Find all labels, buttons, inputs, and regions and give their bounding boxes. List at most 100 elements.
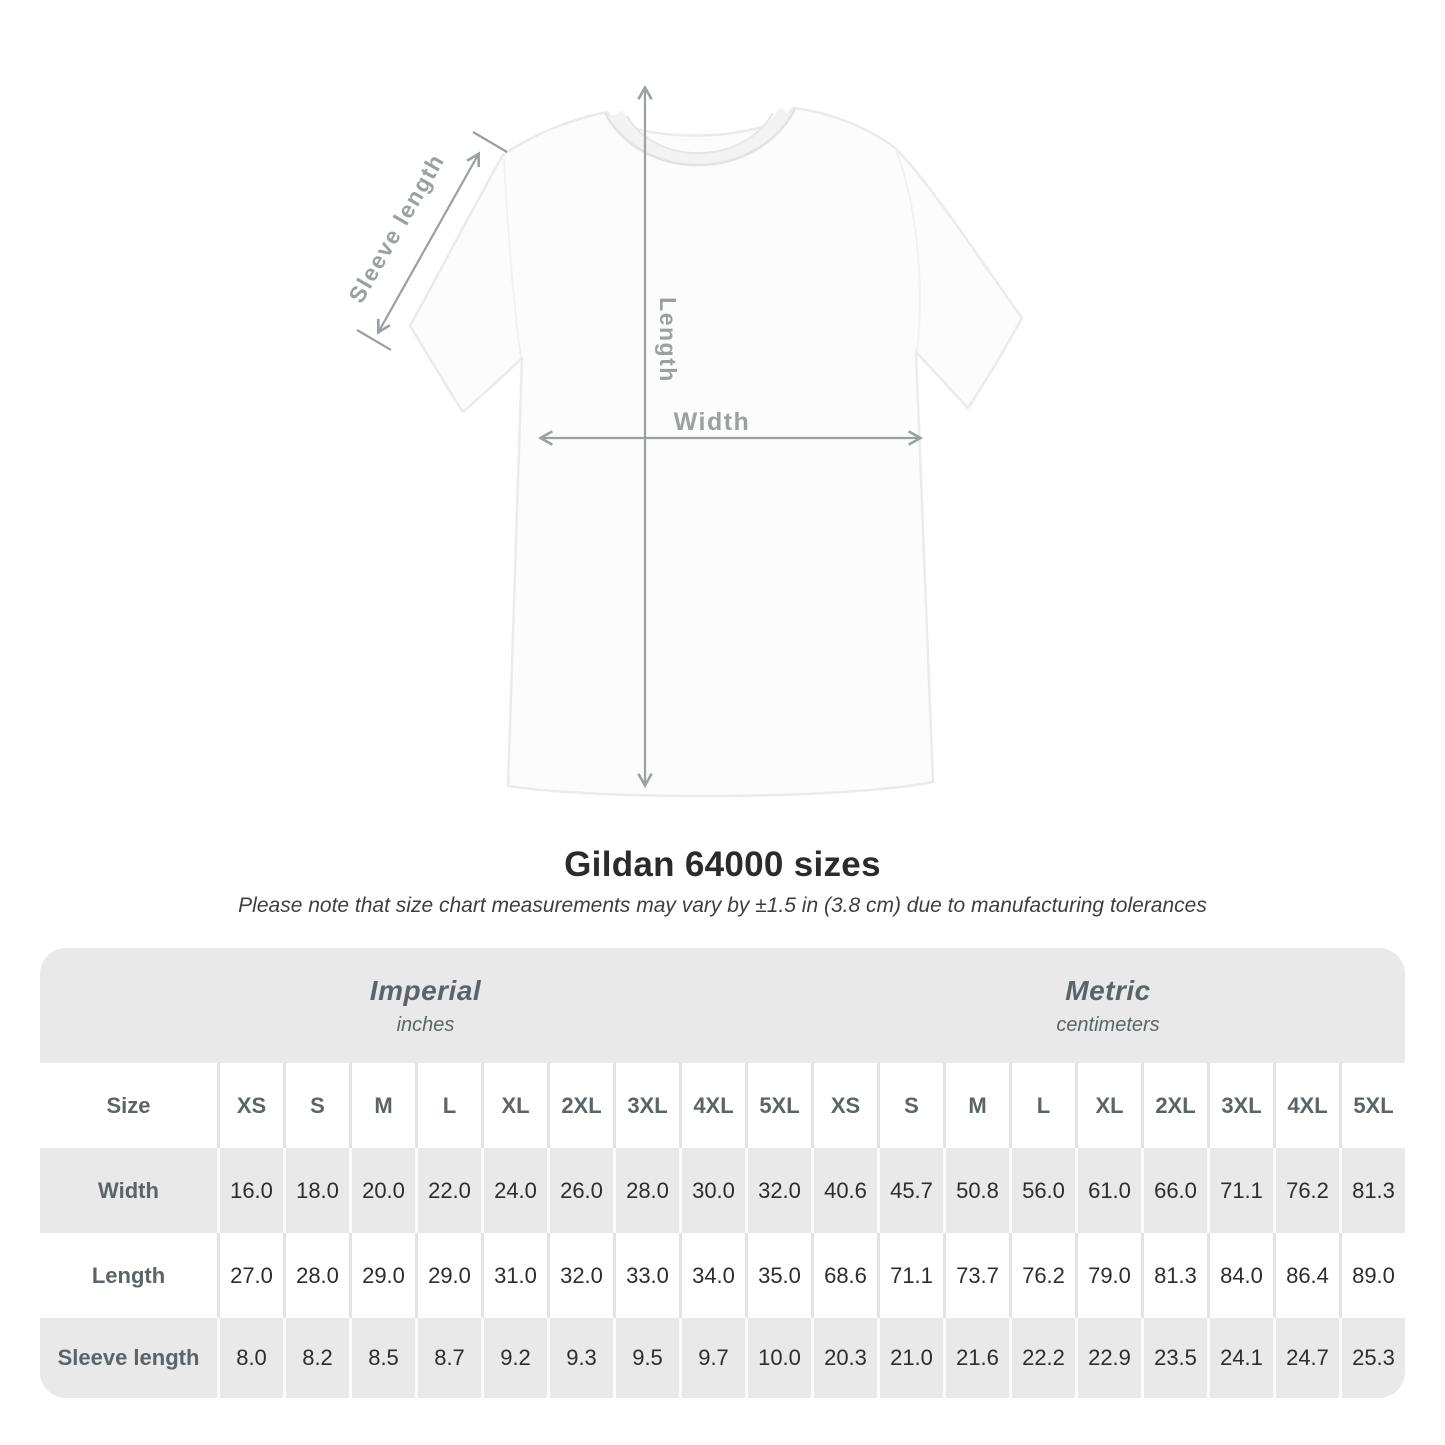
value-cell: 9.2 xyxy=(481,1318,547,1398)
value-cell: 24.0 xyxy=(481,1148,547,1233)
column-header: 4XL xyxy=(679,1063,745,1148)
value-cell: 29.0 xyxy=(415,1233,481,1318)
size-corner-header: Size xyxy=(106,1092,151,1118)
column-header: 5XL xyxy=(1339,1063,1405,1148)
metric-section-header: Metric centimeters xyxy=(811,948,1405,1063)
value-cell: 29.0 xyxy=(349,1233,415,1318)
value-cell: 28.0 xyxy=(613,1148,679,1233)
value-cell: 84.0 xyxy=(1207,1233,1273,1318)
value-cell: 23.5 xyxy=(1141,1318,1207,1398)
column-header: S xyxy=(283,1063,349,1148)
value-cell: 8.2 xyxy=(283,1318,349,1398)
value-cell: 24.7 xyxy=(1273,1318,1339,1398)
value-cell: 35.0 xyxy=(745,1233,811,1318)
imperial-section-header: Imperial inches xyxy=(40,948,811,1063)
value-cell: 71.1 xyxy=(1207,1148,1273,1233)
value-cell: 86.4 xyxy=(1273,1233,1339,1318)
value-cell: 31.0 xyxy=(481,1233,547,1318)
length-dimension-label: Length xyxy=(655,297,681,383)
column-header: XS xyxy=(811,1063,877,1148)
value-cell: 27.0 xyxy=(217,1233,283,1318)
page-title: Gildan 64000 sizes xyxy=(564,845,881,884)
value-cell: 22.9 xyxy=(1075,1318,1141,1398)
value-cell: 32.0 xyxy=(745,1148,811,1233)
column-header: XL xyxy=(1075,1063,1141,1148)
value-cell: 20.3 xyxy=(811,1318,877,1398)
sleeve-arrow xyxy=(376,151,481,335)
size-table: Imperial inches Metric centimeters Size … xyxy=(40,948,1405,1398)
value-cell: 30.0 xyxy=(679,1148,745,1233)
value-cell: 45.7 xyxy=(877,1148,943,1233)
value-cell: 8.5 xyxy=(349,1318,415,1398)
sleeve-arrow-bottom-cap xyxy=(356,329,392,351)
value-cell: 9.5 xyxy=(613,1318,679,1398)
table-row-sleeve-length: Sleeve length 8.0 8.2 8.5 8.7 9.2 9.3 9.… xyxy=(40,1318,1405,1398)
value-cell: 9.7 xyxy=(679,1318,745,1398)
column-header: 5XL xyxy=(745,1063,811,1148)
value-cell: 16.0 xyxy=(217,1148,283,1233)
metric-unit: centimeters xyxy=(1056,1013,1160,1036)
column-header: 2XL xyxy=(547,1063,613,1148)
value-cell: 21.6 xyxy=(943,1318,1009,1398)
value-cell: 76.2 xyxy=(1273,1148,1339,1233)
collar-outer-seam xyxy=(603,108,797,167)
dimension-arrows xyxy=(356,84,924,789)
value-cell: 18.0 xyxy=(283,1148,349,1233)
value-cell: 22.2 xyxy=(1009,1318,1075,1398)
value-cell: 71.1 xyxy=(877,1233,943,1318)
column-header: XS xyxy=(217,1063,283,1148)
column-header: S xyxy=(877,1063,943,1148)
collar-band xyxy=(609,107,792,167)
value-cell: 28.0 xyxy=(283,1233,349,1318)
row-label: Sleeve length xyxy=(57,1345,200,1370)
value-cell: 79.0 xyxy=(1075,1233,1141,1318)
tshirt-body xyxy=(408,106,1024,798)
value-cell: 32.0 xyxy=(547,1233,613,1318)
value-cell: 9.3 xyxy=(547,1318,613,1398)
value-cell: 21.0 xyxy=(877,1318,943,1398)
value-cell: 8.0 xyxy=(217,1318,283,1398)
imperial-label: Imperial xyxy=(369,974,482,1006)
imperial-unit: inches xyxy=(396,1013,455,1036)
metric-label: Metric xyxy=(1065,974,1151,1006)
row-label: Length xyxy=(91,1262,166,1288)
value-cell: 34.0 xyxy=(679,1233,745,1318)
size-header-row: Size XS S M L XL 2XL 3XL 4XL 5XL XS S M … xyxy=(40,1063,1405,1148)
width-dimension-label: Width xyxy=(674,408,751,436)
sleeve-arrow-top-cap xyxy=(472,131,508,153)
value-cell: 22.0 xyxy=(415,1148,481,1233)
tshirt-measurement-diagram: Sleeve length Length Width xyxy=(343,84,1024,798)
value-cell: 61.0 xyxy=(1075,1148,1141,1233)
column-header: 4XL xyxy=(1273,1063,1339,1148)
column-header: XL xyxy=(481,1063,547,1148)
value-cell: 68.6 xyxy=(811,1233,877,1318)
column-header: 2XL xyxy=(1141,1063,1207,1148)
value-cell: 8.7 xyxy=(415,1318,481,1398)
column-header: M xyxy=(943,1063,1009,1148)
column-header: L xyxy=(415,1063,481,1148)
value-cell: 73.7 xyxy=(943,1233,1009,1318)
value-cell: 76.2 xyxy=(1009,1233,1075,1318)
value-cell: 81.3 xyxy=(1141,1233,1207,1318)
row-label: Width xyxy=(98,1177,159,1203)
column-header: M xyxy=(349,1063,415,1148)
column-header: L xyxy=(1009,1063,1075,1148)
value-cell: 66.0 xyxy=(1141,1148,1207,1233)
value-cell: 10.0 xyxy=(745,1318,811,1398)
value-cell: 33.0 xyxy=(613,1233,679,1318)
column-header: 3XL xyxy=(1207,1063,1273,1148)
unit-section-band: Imperial inches Metric centimeters xyxy=(40,948,1405,1063)
value-cell: 56.0 xyxy=(1009,1148,1075,1233)
table-row-width: Width 16.0 18.0 20.0 22.0 24.0 26.0 28.0… xyxy=(40,1148,1405,1233)
value-cell: 89.0 xyxy=(1339,1233,1405,1318)
table-row-length: Length 27.0 28.0 29.0 29.0 31.0 32.0 33.… xyxy=(40,1233,1405,1318)
right-sleeve-seam xyxy=(895,150,921,353)
value-cell: 50.8 xyxy=(943,1148,1009,1233)
value-cell: 25.3 xyxy=(1339,1318,1405,1398)
value-cell: 40.6 xyxy=(811,1148,877,1233)
left-sleeve-seam xyxy=(503,158,522,359)
value-cell: 26.0 xyxy=(547,1148,613,1233)
value-cell: 81.3 xyxy=(1339,1148,1405,1233)
tolerance-note: Please note that size chart measurements… xyxy=(238,894,1207,917)
